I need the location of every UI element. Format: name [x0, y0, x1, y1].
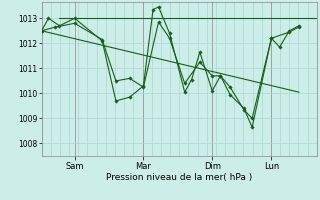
X-axis label: Pression niveau de la mer( hPa ): Pression niveau de la mer( hPa )	[106, 173, 252, 182]
